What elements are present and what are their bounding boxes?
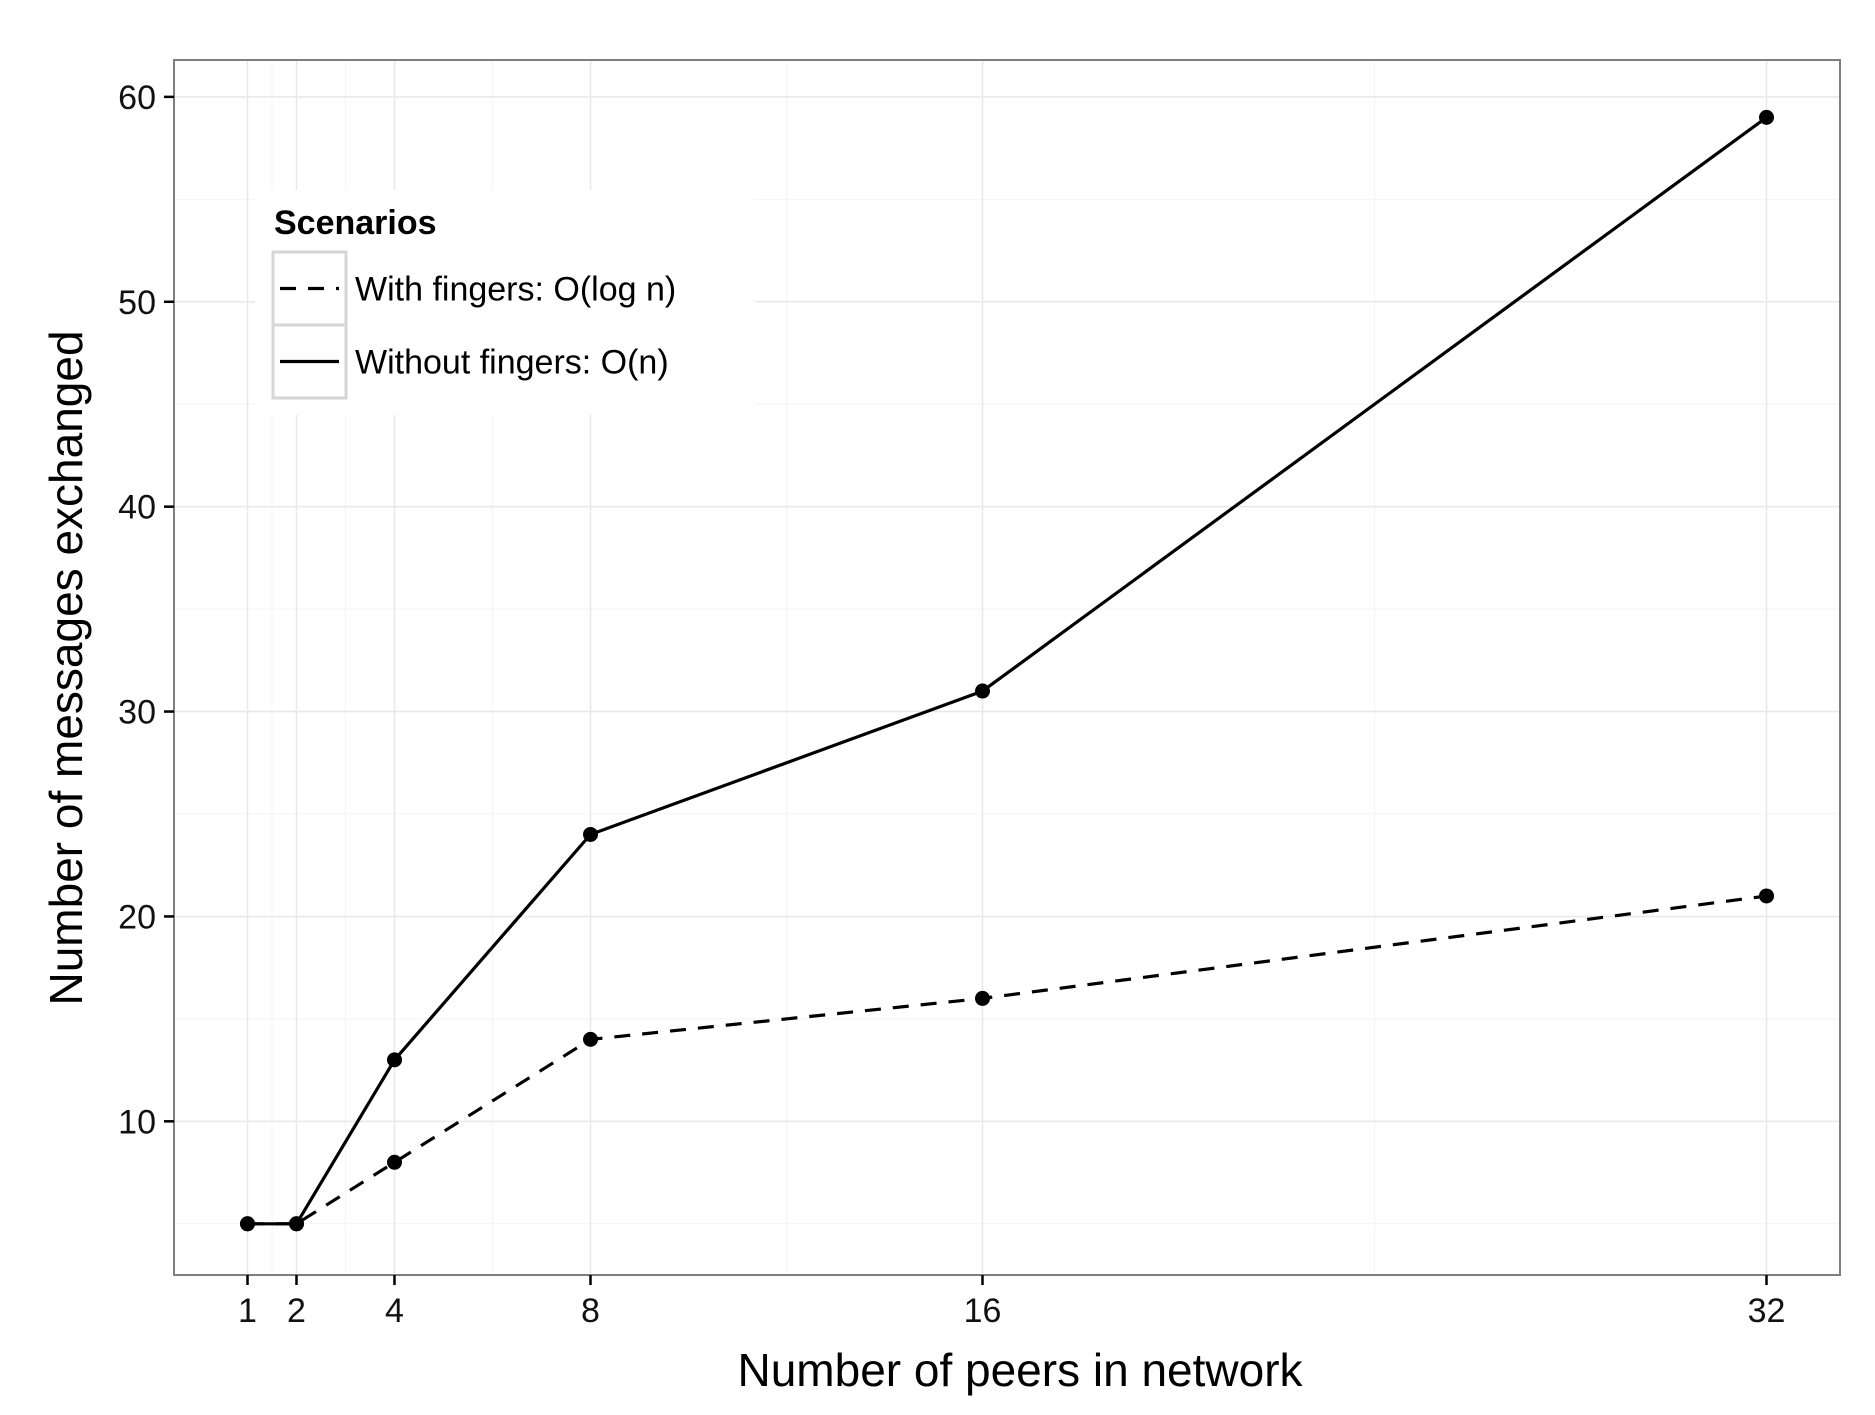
data-point [240, 1216, 255, 1232]
y-tick-label: 50 [118, 284, 156, 322]
data-point [583, 1031, 598, 1047]
x-tick-label: 1 [238, 1292, 257, 1330]
y-tick-label: 60 [118, 79, 156, 117]
data-point [1759, 109, 1774, 125]
x-tick-label: 4 [385, 1292, 404, 1330]
data-point [1759, 888, 1774, 904]
x-axis-title: Number of peers in network [737, 1344, 1303, 1396]
y-tick-label: 40 [118, 489, 156, 527]
data-point [289, 1216, 304, 1232]
x-tick-label: 32 [1748, 1292, 1786, 1330]
data-point [387, 1052, 402, 1068]
x-tick-label: 8 [581, 1292, 600, 1330]
x-tick-label: 2 [287, 1292, 306, 1330]
y-tick-label: 30 [118, 694, 156, 732]
data-point [583, 826, 598, 842]
y-tick-label: 20 [118, 898, 156, 936]
data-point [387, 1154, 402, 1170]
legend: Scenarios With fingers: O(log n) Without f… [255, 190, 755, 415]
axes: 1 2 4 8 16 32 10 20 30 40 50 60 [118, 59, 1841, 1330]
data-point [975, 683, 990, 699]
legend-title: Scenarios [274, 204, 437, 242]
series-layer [240, 109, 1774, 1232]
legend-label: Without fingers: O(n) [355, 344, 669, 382]
panel-border [173, 59, 1841, 1276]
series-line [247, 116, 1768, 1226]
x-tick-label: 16 [964, 1292, 1002, 1330]
y-tick-label: 10 [118, 1103, 156, 1141]
legend-label: With fingers: O(log n) [355, 271, 676, 309]
data-point [975, 990, 990, 1006]
y-axis-title: Number of messages exchanged [40, 330, 92, 1005]
grid-lines [174, 60, 1840, 1275]
